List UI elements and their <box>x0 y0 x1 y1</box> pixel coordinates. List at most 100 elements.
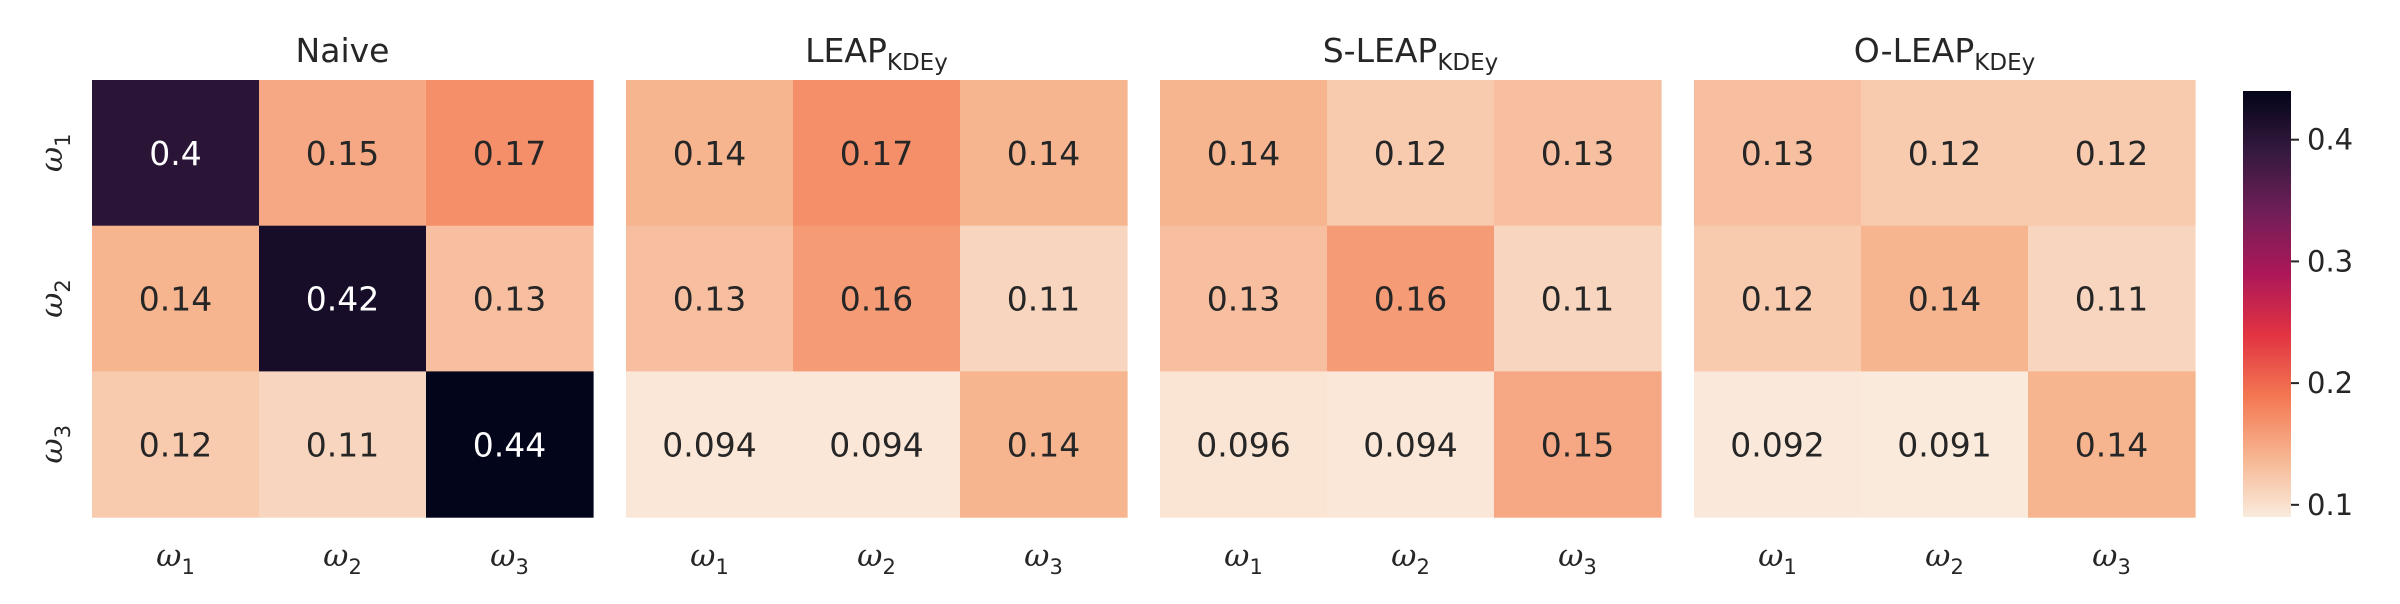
heatmap-cell <box>2028 80 2196 227</box>
colorbar-tick-label: 0.3 <box>2307 244 2353 278</box>
cell-value-label: 0.17 <box>840 134 913 173</box>
cell-value-label: 0.094 <box>1363 425 1457 464</box>
cell-value-label: 0.13 <box>1207 280 1280 319</box>
heatmap-panel-3: S-LEAPKDEy 0.14 0.12 0.13 0.13 0.16 0.11 0.096 0… <box>1160 31 1662 579</box>
heatmap-cell <box>1494 80 1662 227</box>
panel-title: Naive <box>296 31 390 70</box>
x-tick-label: ω3 <box>1558 538 1597 579</box>
heatmap-cell <box>1160 225 1328 372</box>
heatmap-cell <box>259 371 427 518</box>
x-tick-label: ω3 <box>490 538 529 579</box>
cell-value-label: 0.11 <box>1541 280 1614 319</box>
y-tick-label: ω1 <box>34 134 75 173</box>
heatmap-panel-2: LEAPKDEy 0.14 0.17 0.14 0.13 0.16 0.11 0.094 0.0… <box>626 31 1128 579</box>
cell-value-label: 0.092 <box>1730 425 1824 464</box>
cell-value-label: 0.094 <box>662 425 756 464</box>
colorbar-gradient <box>2243 91 2291 517</box>
x-tick-label: ω3 <box>1024 538 1063 579</box>
cell-value-label: 0.094 <box>829 425 923 464</box>
colorbar-tick-label: 0.1 <box>2307 488 2353 522</box>
heatmap-cell <box>1694 80 1862 227</box>
heatmap-cell <box>1494 225 1662 372</box>
heatmap-cell <box>793 225 961 372</box>
heatmap-cell <box>259 80 427 227</box>
x-tick-label: ω2 <box>1925 538 1964 579</box>
cell-value-label: 0.16 <box>840 280 913 319</box>
colorbar-tick-label: 0.4 <box>2307 123 2353 157</box>
cell-value-label: 0.17 <box>473 134 546 173</box>
cell-value-label: 0.44 <box>473 425 546 464</box>
cell-value-label: 0.096 <box>1196 425 1290 464</box>
heatmap-cell <box>2028 371 2196 518</box>
heatmap-cell <box>626 225 794 372</box>
cell-value-label: 0.4 <box>149 134 201 173</box>
panel-title: S-LEAPKDEy <box>1323 31 1499 76</box>
x-tick-label: ω1 <box>1224 538 1263 579</box>
heatmap-cell <box>1327 371 1495 518</box>
x-tick-label: ω1 <box>690 538 729 579</box>
cell-value-label: 0.14 <box>1007 134 1080 173</box>
cell-value-label: 0.14 <box>2075 425 2148 464</box>
y-tick-label: ω3 <box>34 425 75 464</box>
cell-value-label: 0.14 <box>1207 134 1280 173</box>
x-tick-label: ω3 <box>2092 538 2131 579</box>
cell-value-label: 0.12 <box>139 425 212 464</box>
heatmap-cell <box>626 80 794 227</box>
heatmap-cell <box>1327 80 1495 227</box>
cell-value-label: 0.13 <box>1741 134 1814 173</box>
heatmap-cell <box>1327 225 1495 372</box>
heatmap-cell <box>1694 225 1862 372</box>
x-tick-label: ω2 <box>1391 538 1430 579</box>
cell-value-label: 0.14 <box>1007 425 1080 464</box>
cell-value-label: 0.12 <box>1908 134 1981 173</box>
heatmap-cell <box>960 80 1128 227</box>
heatmap-cell <box>1160 371 1328 518</box>
y-tick-label: ω2 <box>34 279 75 318</box>
cell-value-label: 0.11 <box>306 425 379 464</box>
cell-value-label: 0.12 <box>2075 134 2148 173</box>
cell-value-label: 0.42 <box>306 280 379 319</box>
cell-value-label: 0.11 <box>2075 280 2148 319</box>
heatmap-cell <box>793 80 961 227</box>
heatmap-cell <box>92 225 260 372</box>
cell-value-label: 0.12 <box>1374 134 1447 173</box>
heatmap-panel-4: O-LEAPKDEy 0.13 0.12 0.12 0.12 0.14 0.11 0.092 0… <box>1694 31 2196 579</box>
cell-value-label: 0.12 <box>1741 280 1814 319</box>
heatmap-cell <box>259 225 427 372</box>
heatmap-cell <box>1861 80 2029 227</box>
cell-value-label: 0.13 <box>673 280 746 319</box>
heatmap-cell <box>626 371 794 518</box>
cell-value-label: 0.14 <box>673 134 746 173</box>
heatmap-cell <box>793 371 961 518</box>
cell-value-label: 0.13 <box>473 280 546 319</box>
x-tick-label: ω1 <box>1758 538 1797 579</box>
heatmap-panel-1: Naive 0.4 0.15 0.17 0.14 0.42 0.13 0.12 0.11 0.44… <box>92 31 594 579</box>
cell-value-label: 0.11 <box>1007 280 1080 319</box>
cell-value-label: 0.14 <box>1908 280 1981 319</box>
heatmap-cell <box>960 225 1128 372</box>
cell-value-label: 0.15 <box>306 134 379 173</box>
heatmap-cell <box>426 80 594 227</box>
heatmap-cell <box>960 371 1128 518</box>
panel-title: LEAPKDEy <box>805 31 948 76</box>
heatmap-cell <box>92 371 260 518</box>
heatmap-cell <box>426 371 594 518</box>
x-tick-label: ω2 <box>323 538 362 579</box>
heatmap-cell <box>1861 371 2029 518</box>
heatmap-cell <box>426 225 594 372</box>
cell-value-label: 0.15 <box>1541 425 1614 464</box>
heatmap-cell <box>2028 225 2196 372</box>
heatmap-cell <box>92 80 260 227</box>
cell-value-label: 0.091 <box>1897 425 1991 464</box>
heatmap-cell <box>1160 80 1328 227</box>
heatmap-cell <box>1694 371 1862 518</box>
cell-value-label: 0.13 <box>1541 134 1614 173</box>
heatmap-cell <box>1861 225 2029 372</box>
heatmap-cell <box>1494 371 1662 518</box>
cell-value-label: 0.14 <box>139 280 212 319</box>
x-tick-label: ω1 <box>156 538 195 579</box>
x-tick-label: ω2 <box>857 538 896 579</box>
cell-value-label: 0.16 <box>1374 280 1447 319</box>
